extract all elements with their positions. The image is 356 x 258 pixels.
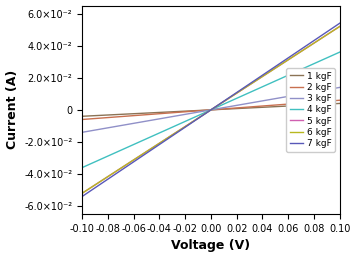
Line: 5 kgF: 5 kgF	[82, 26, 340, 193]
Line: 4 kgF: 4 kgF	[82, 52, 340, 168]
7 kgF	[291, 53, 295, 56]
Line: 2 kgF: 2 kgF	[82, 100, 340, 119]
4 kgF	[202, 111, 206, 114]
4 kgF	[337, 51, 342, 54]
Line: 3 kgF: 3 kgF	[82, 87, 340, 132]
2 kgF	[219, 108, 224, 111]
6 kgF	[204, 111, 208, 115]
1 kgF	[331, 102, 336, 105]
6 kgF	[202, 112, 206, 116]
X-axis label: Voltage (V): Voltage (V)	[171, 239, 251, 252]
5 kgF	[233, 92, 237, 95]
3 kgF	[337, 86, 342, 89]
1 kgF	[337, 102, 342, 105]
2 kgF	[233, 107, 237, 110]
7 kgF	[204, 112, 208, 115]
2 kgF	[337, 99, 342, 102]
1 kgF	[219, 108, 224, 111]
3 kgF	[80, 131, 84, 134]
2 kgF	[291, 102, 295, 105]
6 kgF	[233, 92, 237, 95]
Legend: 1 kgF, 2 kgF, 3 kgF, 4 kgF, 5 kgF, 6 kgF, 7 kgF: 1 kgF, 2 kgF, 3 kgF, 4 kgF, 5 kgF, 6 kgF…	[286, 68, 335, 152]
2 kgF	[204, 109, 208, 112]
1 kgF	[233, 107, 237, 110]
1 kgF	[204, 109, 208, 112]
Y-axis label: Current (A): Current (A)	[6, 70, 19, 149]
4 kgF	[291, 71, 295, 75]
5 kgF	[204, 111, 208, 115]
4 kgF	[80, 166, 84, 169]
2 kgF	[80, 118, 84, 121]
3 kgF	[204, 109, 208, 112]
4 kgF	[204, 110, 208, 114]
2 kgF	[331, 99, 336, 102]
Line: 6 kgF: 6 kgF	[82, 26, 340, 193]
1 kgF	[291, 104, 295, 107]
7 kgF	[331, 26, 336, 29]
3 kgF	[233, 104, 237, 107]
6 kgF	[219, 101, 224, 104]
2 kgF	[202, 109, 206, 112]
4 kgF	[331, 53, 336, 57]
1 kgF	[202, 109, 206, 112]
1 kgF	[80, 115, 84, 118]
4 kgF	[233, 97, 237, 100]
3 kgF	[331, 87, 336, 90]
7 kgF	[219, 101, 224, 104]
3 kgF	[219, 107, 224, 110]
6 kgF	[337, 25, 342, 28]
Line: 7 kgF: 7 kgF	[82, 23, 340, 197]
5 kgF	[291, 55, 295, 58]
5 kgF	[80, 192, 84, 195]
7 kgF	[233, 92, 237, 95]
5 kgF	[331, 29, 336, 32]
6 kgF	[80, 192, 84, 195]
7 kgF	[337, 22, 342, 25]
7 kgF	[80, 195, 84, 198]
6 kgF	[291, 55, 295, 58]
5 kgF	[202, 112, 206, 116]
5 kgF	[337, 25, 342, 28]
3 kgF	[291, 94, 295, 97]
Line: 1 kgF: 1 kgF	[82, 103, 340, 116]
7 kgF	[202, 113, 206, 116]
4 kgF	[219, 103, 224, 107]
5 kgF	[219, 101, 224, 104]
6 kgF	[331, 29, 336, 32]
3 kgF	[202, 109, 206, 112]
